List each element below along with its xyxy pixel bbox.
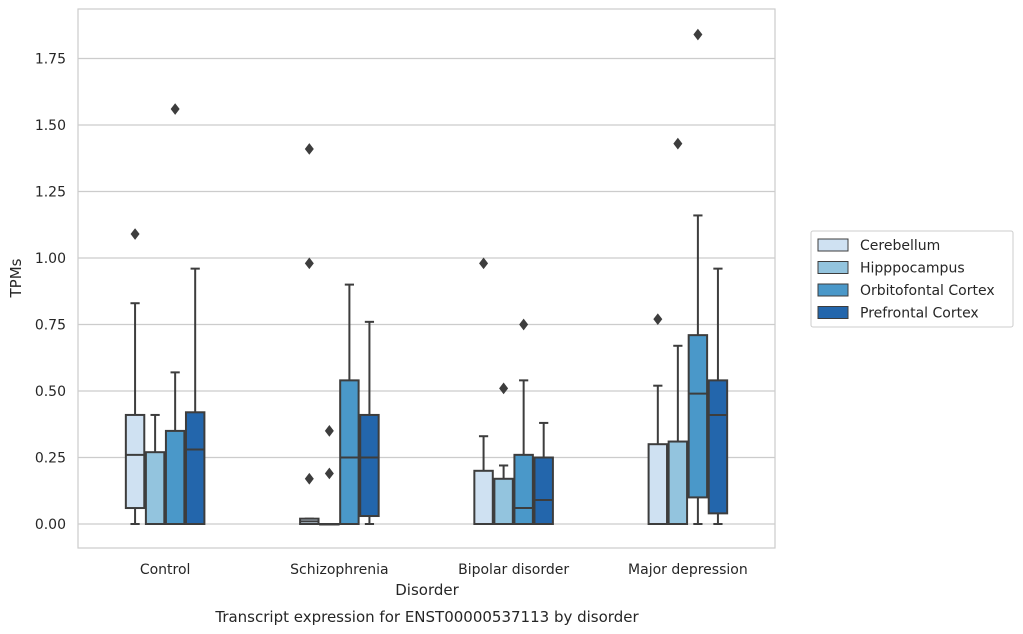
box	[667, 440, 689, 526]
y-tick-label: 1.75	[35, 52, 66, 68]
y-axis-title: TPMs	[7, 258, 25, 298]
legend-item: Orbitofontal Cortex	[817, 283, 995, 299]
category-group	[473, 257, 554, 525]
box	[707, 379, 729, 515]
legend-item: Cerebellum	[817, 238, 940, 254]
outlier-point	[479, 257, 489, 270]
box	[124, 413, 146, 510]
y-tick-label: 1.50	[35, 118, 66, 134]
box	[647, 443, 669, 526]
box	[473, 469, 494, 525]
y-tick-label: 0.00	[35, 517, 66, 533]
box	[687, 334, 709, 499]
outlier-point	[499, 382, 509, 395]
outlier-point	[130, 228, 140, 240]
box	[533, 456, 554, 525]
y-tick-labels: 0.00 0.25 0.50 0.75 1.00 1.25 1.50 1.75	[35, 52, 66, 534]
x-tick-label: Major depression	[628, 562, 748, 578]
legend-swatch	[817, 306, 849, 319]
box	[493, 477, 514, 525]
legend-label: Hipppocampus	[860, 261, 965, 277]
box	[359, 413, 380, 518]
outlier-point	[304, 143, 314, 155]
x-tick-label: Schizophrenia	[290, 562, 388, 578]
outlier-point	[519, 318, 529, 331]
outlier-point	[324, 467, 334, 480]
plot-frame	[77, 8, 776, 549]
legend-item: Hipppocampus	[817, 261, 965, 277]
legend-frame	[810, 230, 1014, 328]
category-group	[124, 103, 206, 525]
legend-label: Cerebellum	[860, 238, 940, 254]
category-group	[647, 28, 729, 526]
legend-item: Prefrontal Cortex	[817, 306, 979, 322]
legend-swatch	[817, 261, 849, 274]
outlier-point	[653, 313, 663, 326]
outlier-point	[304, 257, 314, 270]
box	[144, 451, 166, 525]
x-axis-title: Disorder	[395, 581, 459, 599]
legend-label: Prefrontal Cortex	[860, 306, 979, 322]
outlier-point	[170, 103, 180, 115]
y-tick-label: 0.25	[35, 451, 66, 467]
box	[184, 411, 206, 525]
chart-caption: Transcript expression for ENST0000053711…	[214, 608, 639, 626]
box	[513, 453, 534, 525]
x-tick-labels: Control Schizophrenia Bipolar disorder Majo…	[140, 562, 748, 578]
outlier-point	[693, 28, 703, 41]
category-group	[299, 143, 380, 526]
legend-swatch	[817, 238, 849, 252]
box-groups	[124, 28, 729, 526]
y-tick-label: 0.75	[35, 318, 66, 334]
x-tick-label: Bipolar disorder	[458, 562, 569, 578]
y-tick-label: 1.25	[35, 185, 66, 201]
legend: Cerebellum Hipppocampus Orbitofontal Corte…	[810, 230, 1014, 328]
outlier-point	[673, 137, 683, 150]
box	[339, 379, 360, 525]
outlier-point	[304, 472, 314, 485]
legend-label: Orbitofontal Cortex	[860, 283, 995, 299]
box	[164, 429, 186, 525]
x-tick-label: Control	[140, 562, 191, 578]
legend-swatch	[817, 283, 849, 297]
outlier-point	[324, 425, 334, 437]
y-tick-label: 0.50	[35, 384, 66, 400]
y-tick-label: 1.00	[35, 251, 66, 267]
